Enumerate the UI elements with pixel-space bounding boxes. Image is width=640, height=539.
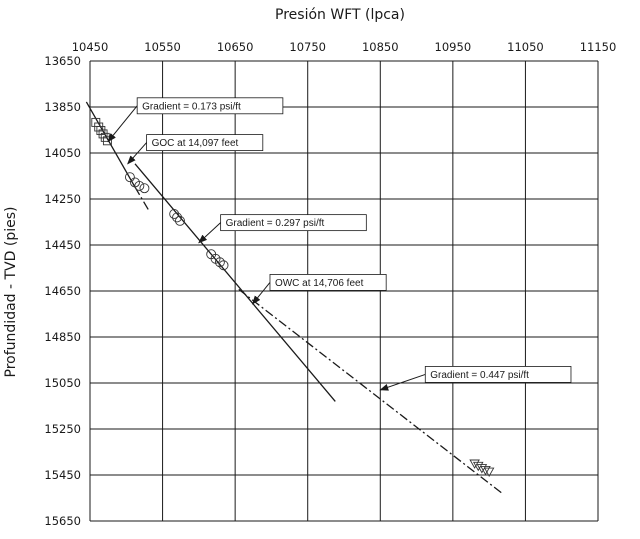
x-tick-labels: 10450 10550 10650 10750 10850 10950 11050 11150 bbox=[72, 40, 617, 54]
data-point-triangle bbox=[476, 464, 488, 474]
grid bbox=[89, 60, 599, 522]
gradient-lines bbox=[85, 101, 503, 494]
y-tick-label: 14650 bbox=[44, 284, 81, 298]
annotation-arrow bbox=[251, 282, 271, 305]
annotation-box bbox=[136, 97, 284, 115]
data-point-circle bbox=[172, 212, 183, 223]
y-tick-label: 15050 bbox=[44, 376, 81, 390]
annotation-box bbox=[269, 274, 387, 291]
x-tick-label: 10550 bbox=[144, 40, 181, 54]
y-tick-label: 14850 bbox=[44, 330, 81, 344]
x-axis-title: Presión WFT (lpca) bbox=[275, 7, 405, 23]
data-point-circle bbox=[175, 215, 185, 226]
data-point-circle bbox=[124, 172, 135, 183]
y-tick-label: 14050 bbox=[44, 146, 81, 160]
annotation-arrow bbox=[198, 222, 221, 244]
gradient-line bbox=[134, 186, 151, 212]
data-point-triangle bbox=[483, 467, 495, 477]
data-points bbox=[91, 117, 495, 477]
annotation-label: OWC at 14,706 feet bbox=[275, 278, 364, 289]
annotation-label: GOC at 14,097 feet bbox=[152, 138, 239, 149]
x-tick-label: 10450 bbox=[72, 40, 109, 54]
y-axis-title: Profundidad - TVD (pies) bbox=[3, 207, 19, 378]
annotation-arrow bbox=[127, 142, 147, 165]
data-point-circle bbox=[139, 183, 150, 194]
data-point-circle bbox=[218, 260, 229, 271]
annotation-arrow bbox=[107, 105, 138, 143]
gradient-line bbox=[134, 163, 336, 402]
y-tick-label: 15250 bbox=[44, 422, 81, 436]
x-tick-label: 11150 bbox=[580, 40, 617, 54]
y-tick-label: 15450 bbox=[44, 468, 81, 482]
annotation-label: Gradient = 0.297 psi/ft bbox=[226, 218, 325, 229]
x-tick-label: 11050 bbox=[507, 40, 544, 54]
y-tick-label: 13850 bbox=[44, 100, 81, 114]
y-tick-label: 15650 bbox=[44, 514, 81, 528]
annotation-box bbox=[424, 366, 572, 383]
annotation-box bbox=[220, 214, 367, 232]
x-tick-label: 10950 bbox=[435, 40, 472, 54]
y-tick-label: 14250 bbox=[44, 192, 81, 206]
y-tick-label: 14450 bbox=[44, 238, 81, 252]
gradient-line bbox=[238, 288, 503, 494]
data-point-triangle bbox=[469, 459, 480, 469]
annotation-label: Gradient = 0.447 psi/ft bbox=[430, 370, 529, 381]
x-tick-label: 10750 bbox=[289, 40, 326, 54]
data-point-circle bbox=[134, 180, 145, 191]
data-point-circle bbox=[214, 257, 225, 268]
annotation-label: Gradient = 0.173 psi/ft bbox=[142, 101, 241, 112]
data-point-square bbox=[91, 117, 101, 127]
x-tick-label: 10850 bbox=[362, 40, 399, 54]
y-tick-label: 13650 bbox=[44, 54, 81, 68]
annotations: Gradient = 0.173 psi/ft GOC at 14,097 fee… bbox=[107, 97, 572, 391]
x-tick-label: 10650 bbox=[217, 40, 254, 54]
annotation-arrow bbox=[379, 373, 426, 391]
data-point-triangle bbox=[480, 465, 491, 476]
data-point-circle bbox=[169, 208, 180, 219]
y-tick-labels: 13650 13850 14050 14250 14450 14650 14850 15050… bbox=[44, 54, 81, 528]
annotation-box bbox=[146, 134, 264, 152]
